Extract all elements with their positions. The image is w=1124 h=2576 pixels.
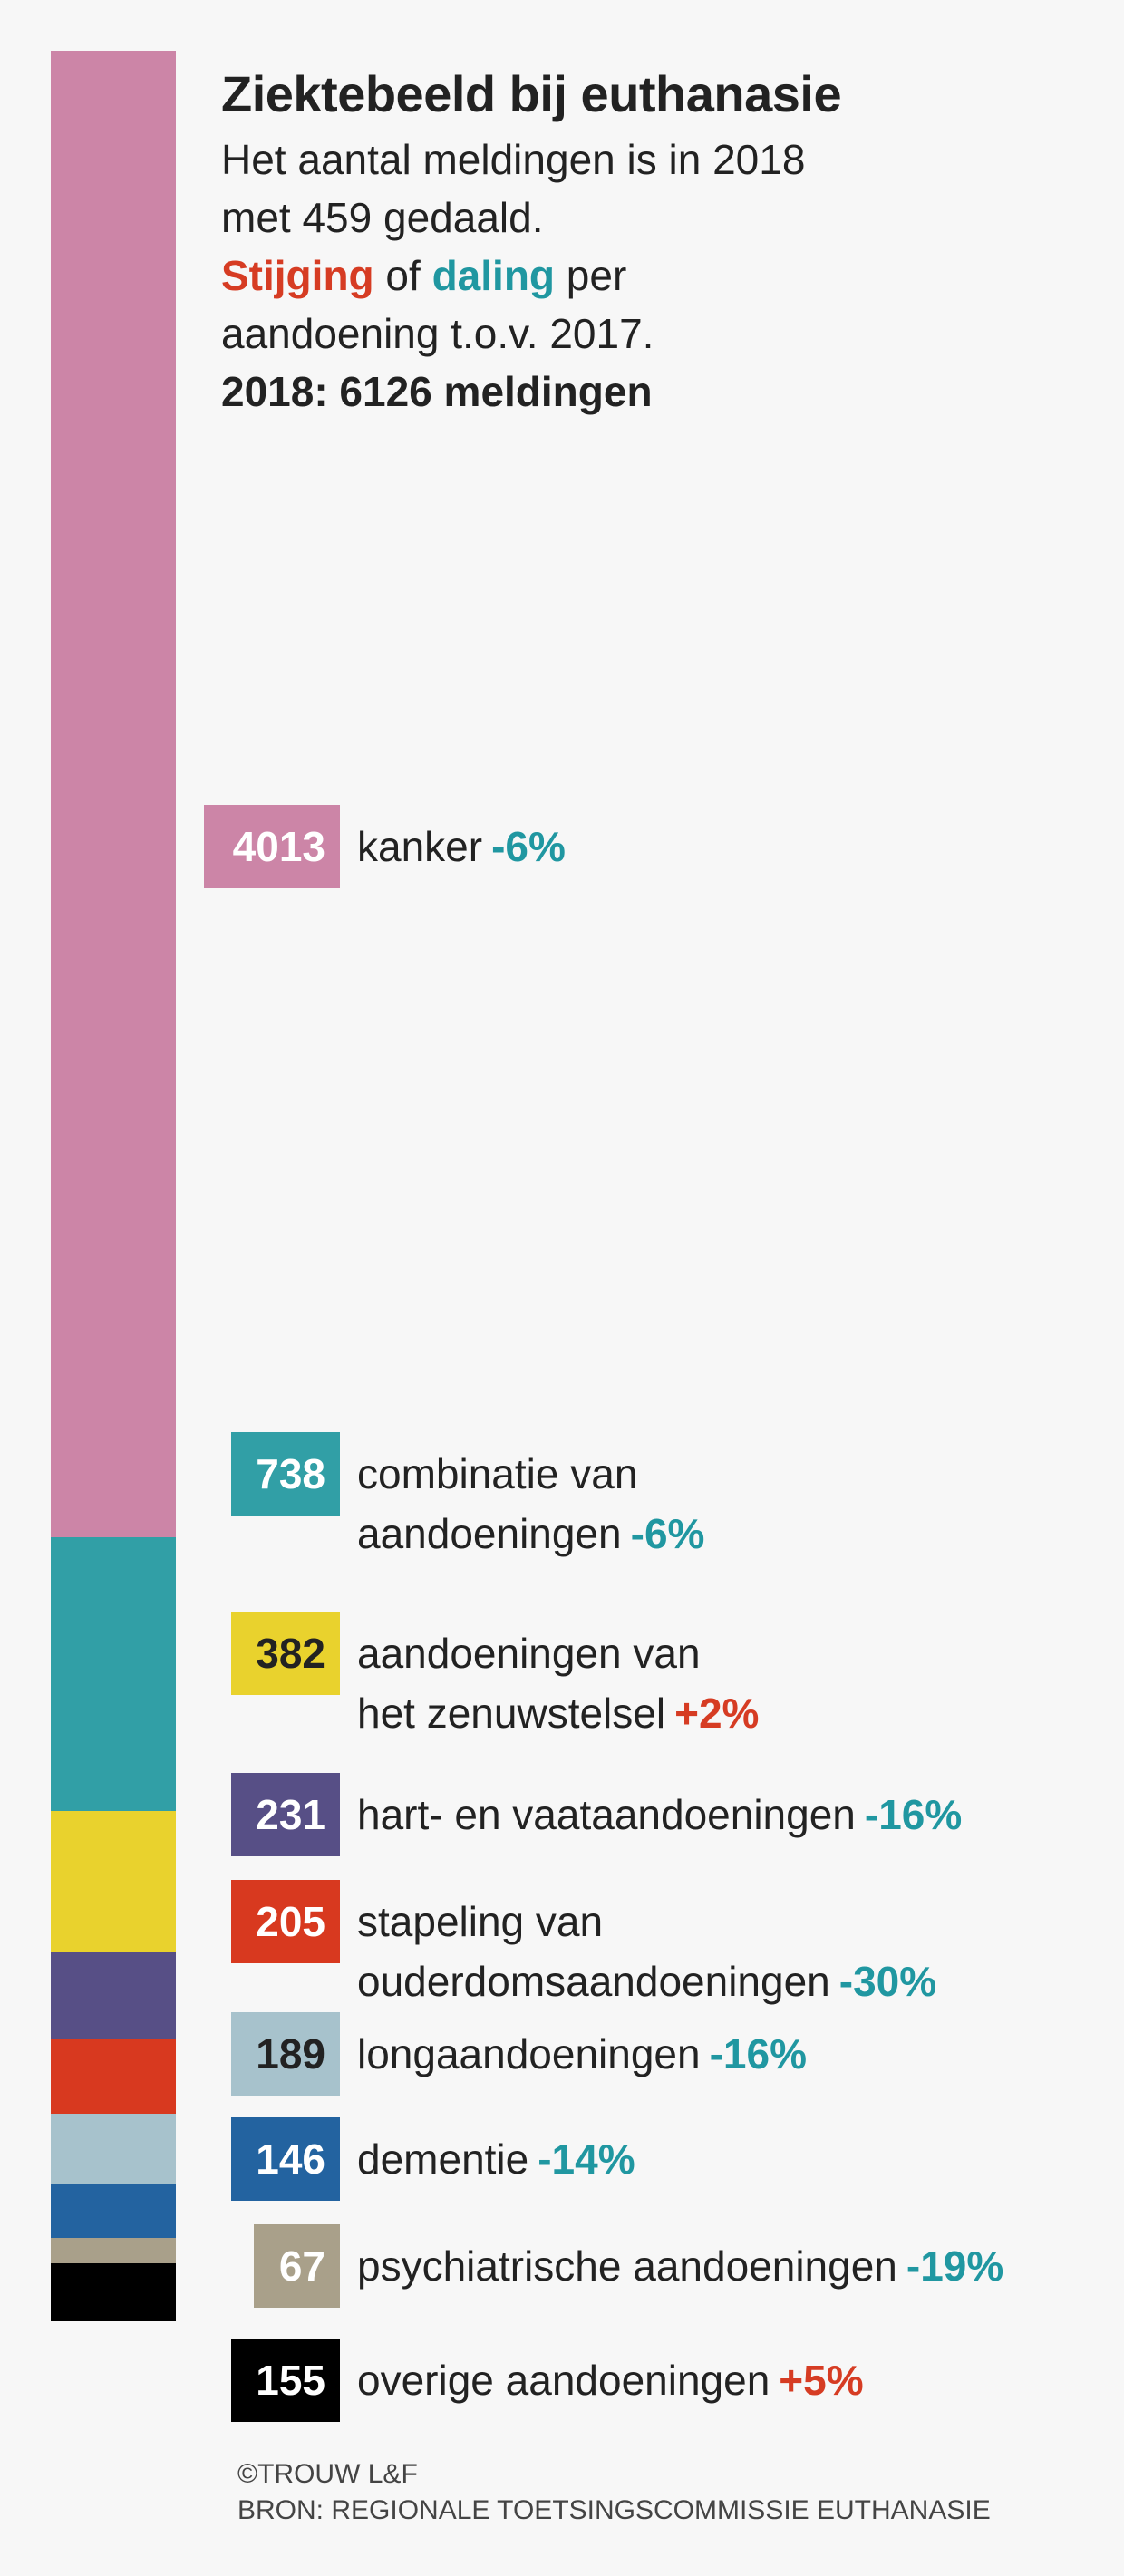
bar-segment-2 xyxy=(51,1537,176,1812)
label-text: overige aandoeningen xyxy=(357,2357,770,2404)
change-value: -30% xyxy=(838,1958,937,2005)
label-zenuwstelsel: aandoeningen van het zenuwstelsel +2% xyxy=(357,1623,759,1743)
total-line: 2018: 6126 meldingen xyxy=(221,368,653,415)
label-text: dementie xyxy=(357,2135,529,2183)
daling-word: daling xyxy=(431,252,556,299)
value-box-ouderdom: 205 xyxy=(231,1880,340,1963)
label-text: psychiatrische aandoeningen xyxy=(357,2242,897,2290)
label-text: stapeling van xyxy=(357,1898,604,1945)
subtitle-line-1: Het aantal meldingen is in 2018 xyxy=(221,136,806,183)
label-text: hart- en vaataandoeningen xyxy=(357,1791,856,1838)
label-dementie: dementie -14% xyxy=(357,2129,635,2189)
label-psychiatrisch: psychiatrische aandoeningen -19% xyxy=(357,2236,1003,2296)
change-value: -6% xyxy=(491,823,566,870)
stacked-bar xyxy=(51,51,176,2321)
value-box-psychiatrisch: 67 xyxy=(254,2224,340,2308)
change-value: -19% xyxy=(906,2242,1004,2290)
label-text-line-2: aandoeningen xyxy=(357,1510,622,1557)
credit-text: ©TROUW L&F xyxy=(237,2459,418,2489)
bar-segment-9 xyxy=(51,2262,176,2321)
bar-segment-6 xyxy=(51,2114,176,2185)
chart-title: Ziektebeeld bij euthanasie xyxy=(221,65,842,122)
bar-segment-8 xyxy=(51,2238,176,2264)
per-word: per xyxy=(555,252,627,299)
change-value: +5% xyxy=(779,2357,864,2404)
label-text: aandoeningen van xyxy=(357,1630,701,1677)
change-value: -16% xyxy=(709,2030,807,2077)
value-box-zenuwstelsel: 382 xyxy=(231,1612,340,1695)
source-text: BRON: REGIONALE TOETSINGSCOMMISSIE EUTHA… xyxy=(237,2495,991,2525)
value-box-long: 189 xyxy=(231,2012,340,2096)
value-box-combinatie: 738 xyxy=(231,1432,340,1516)
value-box-overige: 155 xyxy=(231,2339,340,2422)
label-text-line-2: het zenuwstelsel xyxy=(357,1690,666,1737)
chart-header: Ziektebeeld bij euthanasie Het aantal me… xyxy=(221,58,1091,421)
label-long: longaandoeningen -16% xyxy=(357,2024,807,2084)
label-hart-vaat: hart- en vaataandoeningen -16% xyxy=(357,1785,962,1845)
label-kanker: kanker -6% xyxy=(357,817,566,876)
label-text: longaandoeningen xyxy=(357,2030,701,2077)
bar-segment-7 xyxy=(51,2184,176,2239)
footer: ©TROUW L&F BRON: REGIONALE TOETSINGSCOMM… xyxy=(237,2456,991,2529)
label-ouderdom: stapeling van ouderdomsaandoeningen -30% xyxy=(357,1892,936,2011)
subtitle-line-4: aandoening t.o.v. 2017. xyxy=(221,310,654,357)
label-overige: overige aandoeningen +5% xyxy=(357,2350,864,2410)
bar-segment-1 xyxy=(51,51,176,1538)
change-value: -16% xyxy=(864,1791,963,1838)
change-value: -14% xyxy=(538,2135,635,2183)
label-text: combinatie van xyxy=(357,1450,638,1497)
change-value: -6% xyxy=(630,1510,705,1557)
legend-explanation: Stijging of daling per xyxy=(221,247,1091,305)
label-combinatie: combinatie van aandoeningen -6% xyxy=(357,1444,704,1564)
value-box-hart-vaat: 231 xyxy=(231,1773,340,1856)
bar-segment-4 xyxy=(51,1952,176,2039)
bar-segment-5 xyxy=(51,2038,176,2115)
bar-segment-3 xyxy=(51,1810,176,1953)
value-box-kanker: 4013 xyxy=(204,805,340,888)
subtitle-line-2: met 459 gedaald. xyxy=(221,194,544,241)
change-value: +2% xyxy=(674,1690,760,1737)
value-box-dementie: 146 xyxy=(231,2117,340,2201)
stijging-word: Stijging xyxy=(221,252,374,299)
label-text: kanker xyxy=(357,823,483,870)
of-word: of xyxy=(373,252,432,299)
label-text-line-2: ouderdomsaandoeningen xyxy=(357,1958,830,2005)
